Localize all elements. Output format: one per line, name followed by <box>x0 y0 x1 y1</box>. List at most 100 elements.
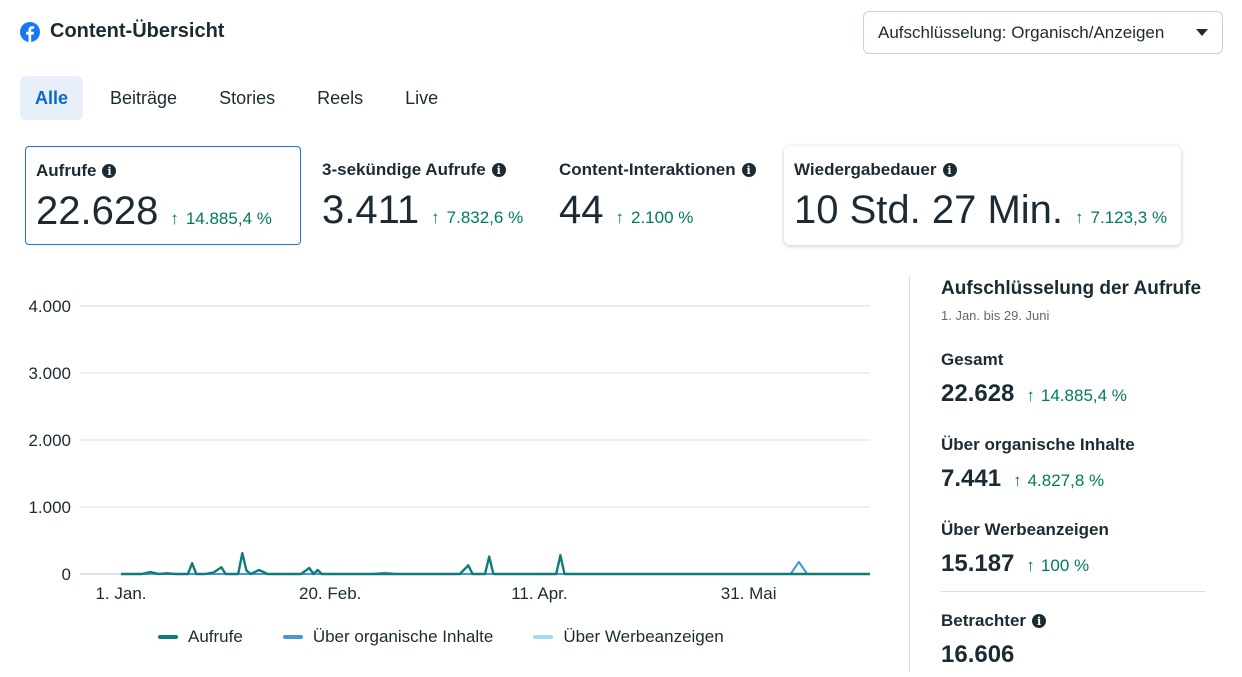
content-tabs: Alle Beiträge Stories Reels Live <box>20 76 465 120</box>
metric-change-value: 7.123,3 % <box>1090 208 1168 227</box>
metric-value: 3.411 <box>322 188 420 232</box>
legend-item-aufrufe[interactable]: Aufrufe <box>158 627 243 647</box>
metric-card-aufrufe[interactable]: Aufrufe i 22.628 ↑ 14.885,4 % <box>25 146 301 245</box>
metric-change: ↑ 2.100 % <box>616 208 694 228</box>
x-tick-label: 11. Apr. <box>511 584 567 603</box>
metric-label: Aufrufe <box>36 161 97 180</box>
breakdown-date-range: 1. Jan. bis 29. Juni <box>941 308 1050 323</box>
arrow-up-icon: ↑ <box>1075 208 1084 227</box>
facebook-icon <box>20 21 40 42</box>
metric-card-interaktionen[interactable]: Content-Interaktionen i 44 ↑ 2.100 % <box>549 146 777 245</box>
legend-item-werbeanzeigen[interactable]: Über Werbeanzeigen <box>533 627 724 647</box>
metric-change: ↑ 14.885,4 % <box>170 209 272 229</box>
caret-down-icon <box>1196 29 1208 36</box>
breakdown-change: ↑ 100 % <box>1026 556 1089 576</box>
breakdown-ads: Über Werbeanzeigen 15.187 ↑ 100 % <box>941 520 1109 578</box>
breakdown-organic: Über organische Inhalte 7.441 ↑ 4.827,8 % <box>941 435 1135 493</box>
metric-change: ↑ 7.123,3 % <box>1075 208 1167 228</box>
tab-live[interactable]: Live <box>405 87 439 108</box>
metric-card-3s-aufrufe[interactable]: 3-sekündige Aufrufe i 3.411 ↑ 7.832,6 % <box>312 146 542 245</box>
metric-change: ↑ 7.832,6 % <box>431 208 523 228</box>
info-icon[interactable]: i <box>942 163 957 177</box>
breakdown-change: ↑ 14.885,4 % <box>1026 386 1127 406</box>
metric-value: 10 Std. 27 Min. <box>794 188 1064 232</box>
breakdown-value: 15.187 <box>941 550 1015 577</box>
dropdown-label: Aufschlüsselung: Organisch/Anzeigen <box>878 22 1165 42</box>
metric-change-value: 14.885,4 % <box>185 209 272 228</box>
breakdown-change-value: 14.885,4 % <box>1040 386 1127 405</box>
metric-card-wiedergabedauer[interactable]: Wiedergabedauer i 10 Std. 27 Min. ↑ 7.123… <box>784 146 1181 245</box>
metric-value-row: 44 ↑ 2.100 % <box>559 188 767 233</box>
metric-value: 44 <box>559 188 604 232</box>
breakdown-dropdown[interactable]: Aufschlüsselung: Organisch/Anzeigen <box>863 11 1223 54</box>
info-icon[interactable]: i <box>491 163 506 177</box>
y-tick-label: 0 <box>62 565 71 584</box>
breakdown-value: 22.628 <box>941 380 1015 407</box>
tab-alle[interactable]: Alle <box>20 76 84 120</box>
metric-change-value: 2.100 % <box>631 208 694 227</box>
metric-label-row: Wiedergabedauer i <box>794 160 1171 180</box>
breakdown-label: Betrachter <box>941 611 1027 630</box>
arrow-up-icon: ↑ <box>1013 471 1022 490</box>
tab-stories[interactable]: Stories <box>219 87 276 108</box>
breakdown-change: ↑ 4.827,8 % <box>1013 471 1104 491</box>
metric-label: Wiedergabedauer <box>794 160 937 179</box>
y-tick-label: 3.000 <box>28 364 71 383</box>
metric-value-row: 22.628 ↑ 14.885,4 % <box>36 189 290 234</box>
breakdown-value-row: 16.606 <box>941 641 1046 669</box>
breakdown-title: Aufschlüsselung der Aufrufe <box>941 278 1202 299</box>
metric-label: Content-Interaktionen <box>559 160 736 179</box>
legend-label: Aufrufe <box>188 627 243 646</box>
breakdown-value-row: 7.441 ↑ 4.827,8 % <box>941 465 1135 493</box>
tab-beitraege[interactable]: Beiträge <box>110 87 178 108</box>
arrow-up-icon: ↑ <box>170 209 179 228</box>
breakdown-value-row: 15.187 ↑ 100 % <box>941 550 1109 578</box>
arrow-up-icon: ↑ <box>1026 556 1035 575</box>
vertical-divider <box>909 276 910 672</box>
arrow-up-icon: ↑ <box>1026 386 1035 405</box>
breakdown-value-row: 22.628 ↑ 14.885,4 % <box>941 380 1127 408</box>
x-tick-label: 20. Feb. <box>299 584 361 603</box>
breakdown-divider <box>941 591 1205 592</box>
breakdown-value: 7.441 <box>941 465 1002 492</box>
breakdown-change-value: 100 % <box>1040 556 1090 575</box>
chart-legend: Aufrufe Über organische Inhalte Über Wer… <box>158 627 764 647</box>
tab-reels[interactable]: Reels <box>317 87 364 108</box>
metric-value: 22.628 <box>36 189 159 233</box>
breakdown-label: Über organische Inhalte <box>941 435 1135 454</box>
info-icon[interactable]: i <box>1032 614 1047 628</box>
page-header: Content-Übersicht <box>20 20 224 43</box>
page-title: Content-Übersicht <box>50 20 225 42</box>
y-tick-label: 1.000 <box>28 498 71 517</box>
info-icon[interactable]: i <box>741 163 756 177</box>
breakdown-viewers: Betrachter i 16.606 <box>941 611 1047 669</box>
views-line-chart: 4.000 3.000 2.000 1.000 0 1. Jan. 20. Feb. 11. … <box>28 297 870 603</box>
y-tick-label: 2.000 <box>28 431 71 450</box>
y-tick-label: 4.000 <box>28 297 71 316</box>
breakdown-value: 16.606 <box>941 641 1015 668</box>
metric-label-row: Aufrufe i <box>36 161 290 181</box>
legend-swatch <box>282 635 303 639</box>
arrow-up-icon: ↑ <box>615 208 625 227</box>
series-line-aufrufe <box>121 552 870 576</box>
breakdown-label: Gesamt <box>941 350 1004 369</box>
breakdown-label-row: Betrachter i <box>941 611 1047 631</box>
info-icon[interactable]: i <box>102 164 117 178</box>
x-tick-label: 1. Jan. <box>95 584 146 603</box>
breakdown-label: Über Werbeanzeigen <box>941 520 1109 539</box>
x-tick-label: 31. Mai <box>721 584 777 603</box>
metric-label-row: Content-Interaktionen i <box>559 160 767 180</box>
metric-value-row: 10 Std. 27 Min. ↑ 7.123,3 % <box>794 188 1171 233</box>
views-breakdown-panel: Aufschlüsselung der Aufrufe 1. Jan. bis … <box>941 278 1205 668</box>
legend-label: Über Werbeanzeigen <box>563 627 724 646</box>
metric-value-row: 3.411 ↑ 7.832,6 % <box>322 188 532 233</box>
metric-label-row: 3-sekündige Aufrufe i <box>322 160 532 180</box>
legend-item-organisch[interactable]: Über organische Inhalte <box>282 627 494 647</box>
metric-change-value: 7.832,6 % <box>446 208 524 227</box>
arrow-up-icon: ↑ <box>431 208 440 227</box>
breakdown-change-value: 4.827,8 % <box>1027 471 1105 490</box>
legend-label: Über organische Inhalte <box>312 627 494 646</box>
legend-swatch <box>533 635 554 639</box>
breakdown-total: Gesamt 22.628 ↑ 14.885,4 % <box>941 350 1127 408</box>
legend-swatch <box>158 635 178 639</box>
